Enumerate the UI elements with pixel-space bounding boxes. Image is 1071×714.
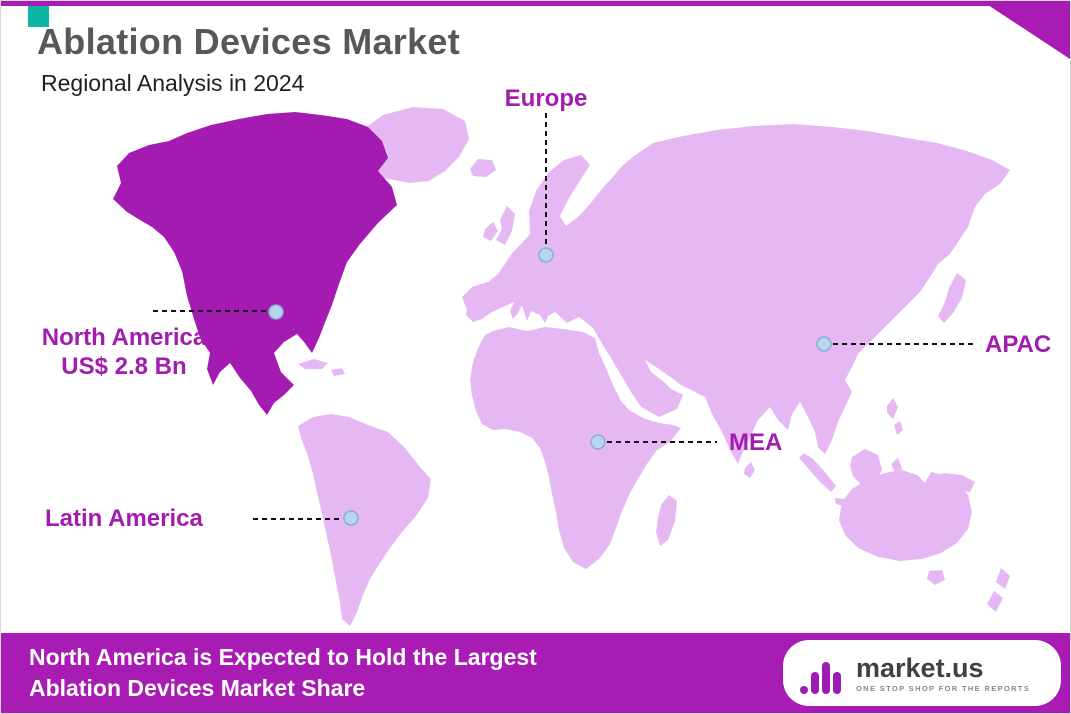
island-tasmania	[927, 570, 945, 585]
island-new-zealand-north	[996, 568, 1010, 589]
island-java	[835, 498, 872, 510]
page-subtitle: Regional Analysis in 2024	[41, 70, 305, 96]
island-new-guinea	[927, 473, 975, 492]
marketus-logo-name: market.us	[856, 652, 984, 683]
marker-north-america	[268, 304, 284, 320]
island-philippines-north	[887, 398, 898, 419]
marketus-logo-text: market.us ONE STOP SHOP FOR THE REPORTS	[856, 654, 1030, 693]
island-japan	[938, 273, 966, 323]
header: Ablation Devices Market Regional Analysi…	[37, 21, 460, 97]
island-iceland	[470, 159, 496, 177]
region-label-north-america: North America US$ 2.8 Bn	[15, 323, 233, 381]
landmass-north-america-highlighted	[113, 112, 397, 415]
region-label-europe: Europe	[504, 85, 588, 112]
island-philippines-south	[894, 421, 903, 435]
marker-europe	[538, 247, 554, 263]
marker-mea	[590, 434, 606, 450]
island-madagascar	[656, 495, 677, 546]
footer-headline-line1: North America is Expected to Hold the La…	[29, 644, 537, 670]
teal-accent-square	[28, 6, 49, 27]
corner-triangle-decoration	[982, 1, 1070, 59]
landmass-australia	[839, 470, 972, 561]
marketus-logo-tagline: ONE STOP SHOP FOR THE REPORTS	[856, 683, 1031, 693]
continents-base	[298, 107, 1010, 626]
region-value-north-america: US$ 2.8 Bn	[61, 353, 187, 380]
island-new-zealand-south	[987, 591, 1003, 612]
region-label-mea: MEA	[729, 429, 783, 456]
island-sulawesi	[891, 458, 902, 482]
region-markers	[268, 247, 832, 526]
footer-headline: North America is Expected to Hold the La…	[29, 642, 537, 704]
landmass-eurasia	[462, 124, 1010, 464]
island-ireland	[483, 222, 498, 241]
marketus-logo: market.us ONE STOP SHOP FOR THE REPORTS	[783, 640, 1061, 706]
island-cuba	[298, 359, 328, 369]
landmass-south-america	[298, 414, 431, 626]
marker-latin-america	[343, 510, 359, 526]
marker-apac	[816, 336, 832, 352]
marketus-logo-icon	[800, 662, 841, 694]
leader-lines	[153, 113, 975, 520]
island-sumatra	[799, 453, 836, 492]
top-accent-strip	[1, 1, 1070, 6]
island-uk	[496, 206, 515, 245]
region-label-latin-america: Latin America	[45, 505, 203, 532]
landmass-africa	[470, 327, 681, 569]
page-title: Ablation Devices Market	[37, 21, 461, 62]
region-label-north-america-name: North America	[41, 324, 207, 351]
region-label-apac: APAC	[985, 331, 1052, 358]
island-borneo	[850, 449, 882, 486]
island-sri-lanka	[744, 462, 755, 478]
island-hispaniola	[331, 368, 345, 376]
footer-headline-line2: Ablation Devices Market Share	[29, 675, 366, 701]
footer-banner: North America is Expected to Hold the La…	[1, 633, 1070, 713]
